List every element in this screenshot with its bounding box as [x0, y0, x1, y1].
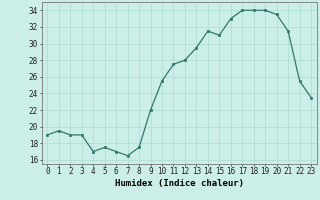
- X-axis label: Humidex (Indice chaleur): Humidex (Indice chaleur): [115, 179, 244, 188]
